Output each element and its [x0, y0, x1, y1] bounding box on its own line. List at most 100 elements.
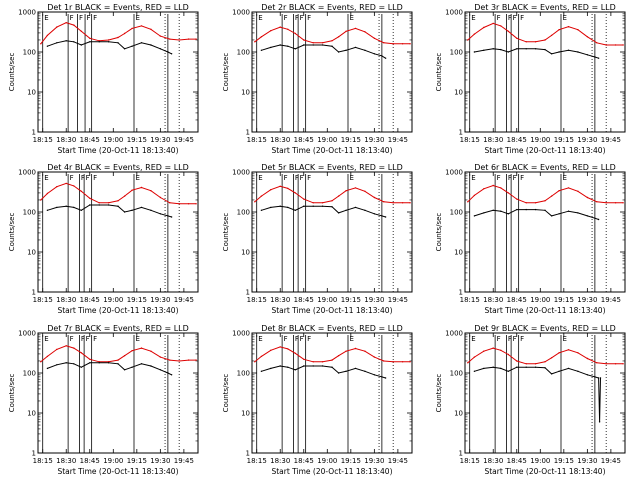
- data-point-lld: [622, 363, 624, 365]
- data-point-lld: [123, 355, 126, 357]
- data-point-events: [597, 57, 600, 59]
- data-point-events: [550, 53, 553, 55]
- data-point-events: [260, 49, 263, 51]
- data-point-lld: [516, 198, 518, 200]
- data-point-events: [525, 48, 527, 50]
- data-point-events: [381, 55, 383, 57]
- data-point-lld: [195, 38, 197, 40]
- flag-label: E: [563, 174, 567, 182]
- data-point-lld: [254, 201, 256, 203]
- flag-label: E: [471, 335, 475, 343]
- data-point-lld: [303, 358, 305, 360]
- data-point-events: [525, 208, 527, 211]
- data-point-events: [89, 41, 91, 43]
- flag-label: E: [350, 14, 354, 22]
- x-tick-label: 19:30: [577, 136, 597, 144]
- detector-panel-4: Det 4r BLACK = Events, RED = LLD Counts/s…: [8, 163, 199, 315]
- data-point-events: [364, 49, 366, 51]
- data-point-lld: [507, 30, 509, 32]
- data-point-events: [80, 366, 83, 368]
- y-tick-label: 10: [241, 410, 250, 418]
- x-tick-label: 19:00: [103, 457, 123, 465]
- data-point-lld: [534, 41, 537, 43]
- x-tick-label: 18:30: [56, 296, 76, 304]
- x-tick-label: 19:15: [127, 296, 147, 304]
- data-point-lld: [65, 182, 67, 185]
- x-tick-label: 18:30: [483, 136, 503, 144]
- x-tick-label: 18:30: [270, 457, 290, 465]
- data-point-lld: [73, 24, 75, 26]
- data-point-lld: [605, 44, 607, 46]
- data-point-events: [577, 212, 579, 214]
- data-point-lld: [331, 40, 333, 42]
- data-point-lld: [287, 187, 289, 190]
- x-tick-label: 18:45: [294, 136, 314, 144]
- data-point-events: [98, 362, 100, 364]
- x-tick-label: 18:45: [507, 457, 527, 465]
- y-tick-label: 1: [32, 129, 36, 137]
- data-point-lld: [73, 185, 75, 187]
- series-line-events: [47, 362, 172, 376]
- data-point-events: [331, 45, 333, 47]
- plot-frame: [251, 332, 413, 454]
- data-point-events: [294, 369, 296, 371]
- panel-title: Det 8r BLACK = Events, RED = LLD: [261, 324, 403, 333]
- y-tick-label: 100: [23, 209, 36, 217]
- data-point-lld: [40, 199, 42, 201]
- data-point-events: [150, 209, 152, 211]
- x-tick-label: 19:30: [364, 136, 384, 144]
- x-tick-label: 18:15: [33, 136, 53, 144]
- data-point-lld: [586, 36, 589, 38]
- data-point-events: [373, 213, 376, 215]
- data-point-lld: [312, 202, 314, 204]
- data-point-events: [56, 206, 58, 209]
- data-point-lld: [473, 356, 476, 358]
- data-point-events: [597, 377, 600, 379]
- flag-label: F: [295, 335, 299, 343]
- data-point-lld: [605, 363, 607, 365]
- flag-label: E: [350, 174, 354, 182]
- data-point-lld: [107, 202, 110, 204]
- data-point-events: [567, 367, 570, 370]
- x-tick-label: 19:15: [127, 457, 147, 465]
- data-point-events: [279, 44, 281, 46]
- flag-label: E: [136, 174, 140, 182]
- flag-label: E: [44, 335, 48, 343]
- y-axis-label: Counts/sec: [222, 374, 230, 413]
- data-point-events: [46, 367, 49, 370]
- x-tick-label: 19:45: [601, 457, 621, 465]
- flag-label: E: [44, 14, 48, 22]
- data-point-lld: [373, 196, 376, 199]
- data-point-events: [364, 209, 366, 211]
- data-point-events: [516, 48, 518, 50]
- data-point-events: [492, 48, 494, 50]
- data-point-events: [98, 41, 100, 43]
- data-point-lld: [596, 362, 598, 364]
- data-point-lld: [392, 43, 394, 45]
- data-point-events: [364, 370, 366, 372]
- plot-frame: [251, 171, 413, 293]
- data-point-events: [117, 42, 119, 44]
- data-point-events: [98, 204, 100, 206]
- y-tick-label: 1000: [18, 9, 36, 17]
- data-point-lld: [596, 42, 598, 44]
- data-point-events: [73, 41, 75, 43]
- data-point-events: [294, 209, 296, 211]
- y-tick-label: 10: [27, 89, 36, 97]
- data-point-events: [544, 48, 546, 51]
- panel-title: Det 1r BLACK = Events, RED = LLD: [47, 3, 189, 12]
- flag-label: F: [300, 14, 304, 22]
- data-point-lld: [294, 32, 296, 35]
- data-point-lld: [550, 34, 553, 37]
- data-point-events: [558, 370, 560, 372]
- data-point-events: [483, 212, 485, 214]
- flag-label: F: [513, 335, 517, 343]
- data-point-lld: [46, 192, 49, 195]
- data-point-lld: [117, 359, 119, 361]
- data-point-events: [167, 215, 169, 217]
- panel-title: Det 7r BLACK = Events, RED = LLD: [47, 324, 189, 333]
- data-point-lld: [409, 361, 411, 363]
- data-point-events: [303, 44, 305, 46]
- data-point-events: [550, 373, 553, 375]
- x-tick-label: 19:15: [341, 457, 361, 465]
